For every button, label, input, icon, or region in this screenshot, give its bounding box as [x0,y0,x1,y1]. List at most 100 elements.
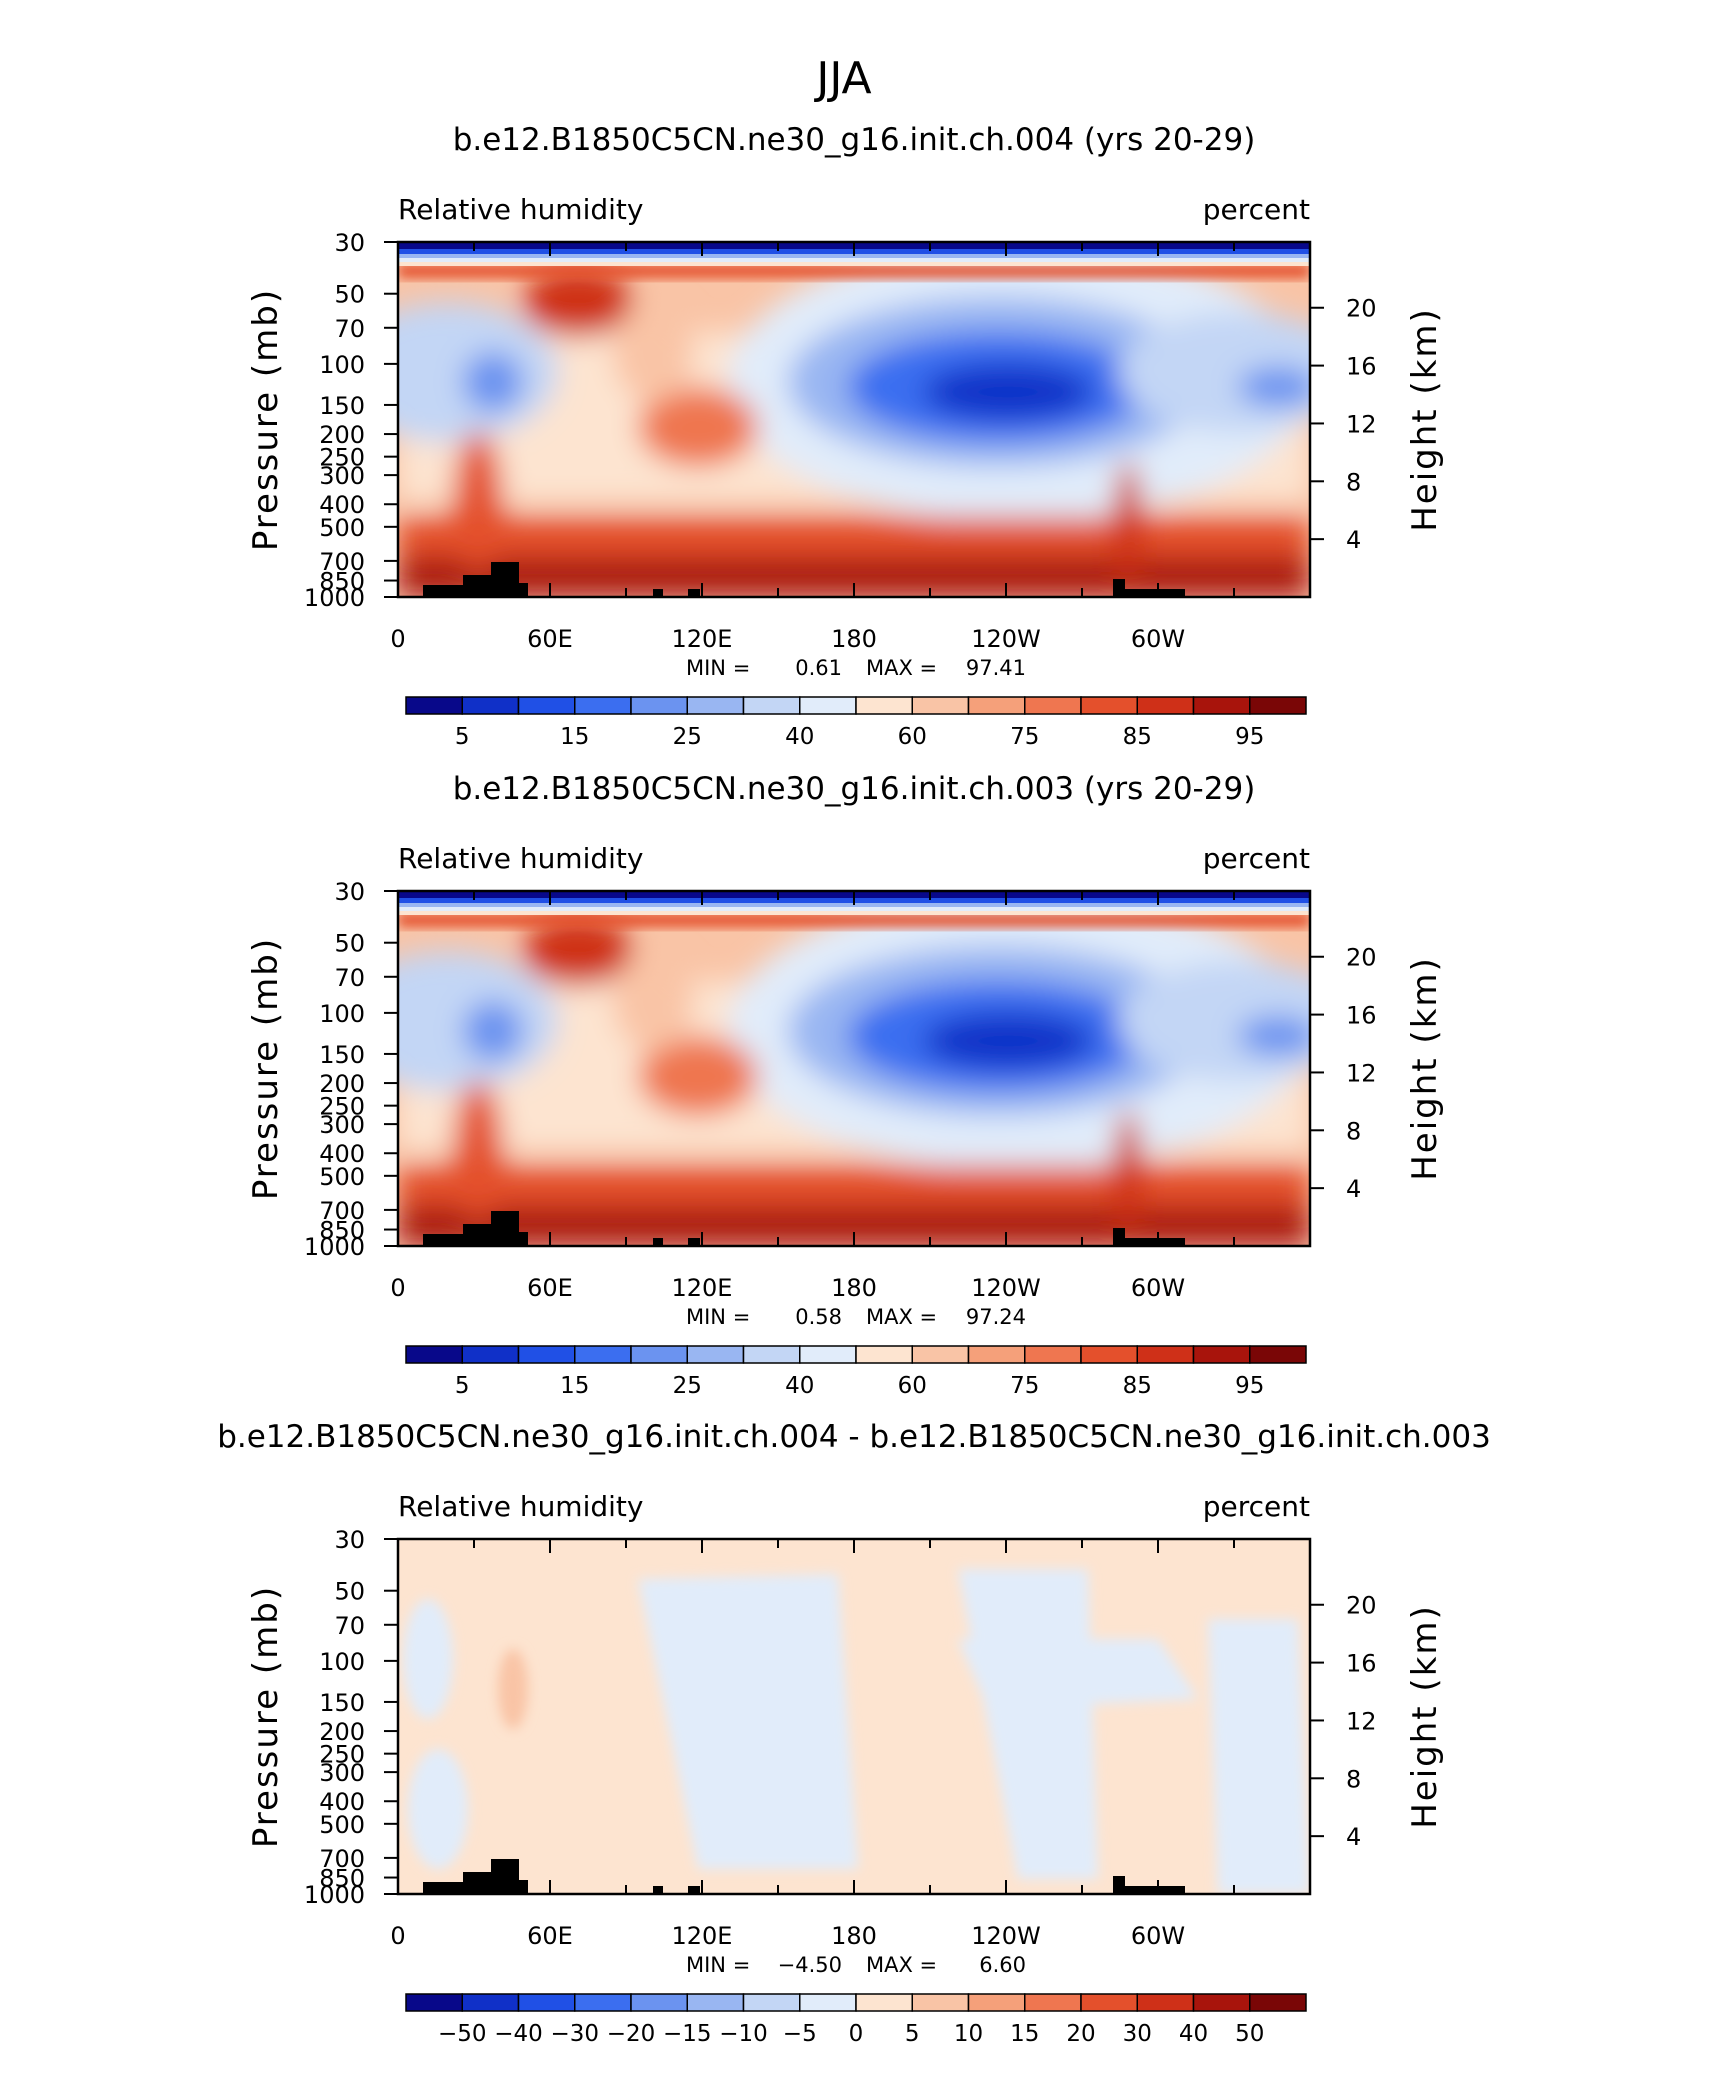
height-tick-label: 8 [1346,1117,1361,1145]
y-axis-title-right: Height (km) [1405,956,1445,1181]
colorbar-label: 0 [849,2021,864,2047]
colorbar-label: 60 [898,724,927,750]
y-tick-label: 200 [319,1070,365,1098]
min-value: 0.58 [795,1305,842,1329]
colorbar-box [1024,1993,1082,2012]
colorbar-box [1192,1993,1251,2012]
y-tick-label: 850 [319,1865,365,1893]
colorbar-box [1080,696,1138,715]
height-tick-label: 16 [1346,353,1377,381]
y-axis-title: Pressure (mb) [246,937,286,1200]
colorbar-box [574,1993,632,2012]
y-tick-label: 250 [319,1093,365,1121]
colorbar-box [686,696,745,715]
colorbar-box [1080,1993,1138,2012]
y-tick-label: 150 [319,392,365,420]
colorbar-box [1136,1993,1195,2012]
colorbar-box [1024,696,1082,715]
colorbar-box [574,1345,632,1364]
contour-field [398,891,1310,1246]
y-tick-label: 30 [334,878,365,906]
colorbar-label: 95 [1235,724,1264,750]
y-tick-label: 400 [319,1788,365,1816]
colorbar-box [911,1993,970,2012]
colorbar-label: −40 [494,2021,543,2047]
y-tick-label: 70 [334,315,365,343]
colorbar-box [405,696,463,715]
panel-2: b.e12.B1850C5CN.ne30_g16.init.ch.003 (yr… [246,771,1445,1399]
colorbar-box [1024,1345,1082,1364]
panel-title: b.e12.B1850C5CN.ne30_g16.init.ch.003 (yr… [453,771,1256,807]
units-label: percent [1203,1490,1310,1523]
y-tick-label: 50 [334,281,365,309]
colorbar-box [630,1345,688,1364]
x-tick-label: 0 [390,1922,405,1950]
colorbar-label: 40 [785,1373,814,1399]
colorbar-box [967,1345,1026,1364]
colorbar-label: 20 [1066,2021,1095,2047]
colorbar-label: 25 [673,724,702,750]
stratosphere-band [398,907,1310,911]
max-label: MAX = [866,1305,937,1329]
max-value: 6.60 [979,1953,1026,1977]
colorbar-label: 15 [560,1373,589,1399]
y-tick-label: 300 [319,1759,365,1787]
y-tick-label: 850 [319,568,365,596]
y-axis-title: Pressure (mb) [246,288,286,551]
y-tick-label: 30 [334,1526,365,1554]
colorbar-box [517,1345,576,1364]
x-tick-label: 120W [971,625,1041,653]
colorbar-label: 5 [455,724,470,750]
colorbar-box [1136,696,1195,715]
y-tick-label: 100 [319,1648,365,1676]
colorbar-box [1249,696,1307,715]
contour-field [398,1539,1310,1894]
panel-title: b.e12.B1850C5CN.ne30_g16.init.ch.004 (yr… [453,122,1256,158]
colorbar-box [855,1993,913,2012]
units-label: percent [1203,842,1310,875]
height-tick-label: 20 [1346,944,1377,972]
y-tick-label: 700 [319,548,365,576]
y-tick-label: 100 [319,1000,365,1028]
min-label: MIN = [686,1953,750,1977]
min-value: −4.50 [778,1953,842,1977]
y-tick-label: 850 [319,1217,365,1245]
y-tick-label: 70 [334,964,365,992]
colorbar-label: 5 [905,2021,920,2047]
y-tick-label: 300 [319,462,365,490]
colorbar-box [855,696,913,715]
colorbar-box [461,1345,520,1364]
y-tick-label: 400 [319,491,365,519]
panel-title: b.e12.B1850C5CN.ne30_g16.init.ch.004 - b… [217,1419,1491,1455]
x-tick-label: 120W [971,1922,1041,1950]
variable-label: Relative humidity [398,193,643,226]
colorbar-label: 75 [1010,1373,1039,1399]
panel-1: b.e12.B1850C5CN.ne30_g16.init.ch.004 (yr… [246,122,1445,750]
y-tick-label: 200 [319,421,365,449]
panel-3: b.e12.B1850C5CN.ne30_g16.init.ch.004 - b… [217,1419,1491,2047]
colorbar-label: 60 [898,1373,927,1399]
colorbar-box [742,696,801,715]
colorbar-label: 5 [455,1373,470,1399]
colorbar-label: 85 [1123,1373,1152,1399]
y-tick-label: 250 [319,444,365,472]
y-tick-label: 1000 [304,1233,365,1261]
colorbar-label: 40 [1179,2021,1208,2047]
colorbar-box [405,1345,463,1364]
x-tick-label: 0 [390,625,405,653]
y-axis-title-right: Height (km) [1405,307,1445,532]
height-tick-label: 12 [1346,1059,1377,1087]
colorbar-label: 40 [785,724,814,750]
colorbar-box [967,1993,1026,2012]
stratosphere-band [398,911,1310,915]
stratosphere-band [398,258,1310,262]
x-tick-label: 60W [1131,1274,1185,1302]
x-tick-label: 60E [527,1274,573,1302]
colorbar-label: −5 [783,2021,817,2047]
units-label: percent [1203,193,1310,226]
contour-field [398,242,1310,597]
colorbar-box [517,1993,576,2012]
colorbar-box [630,1993,688,2012]
colorbar-box [1192,1345,1251,1364]
y-tick-label: 70 [334,1612,365,1640]
